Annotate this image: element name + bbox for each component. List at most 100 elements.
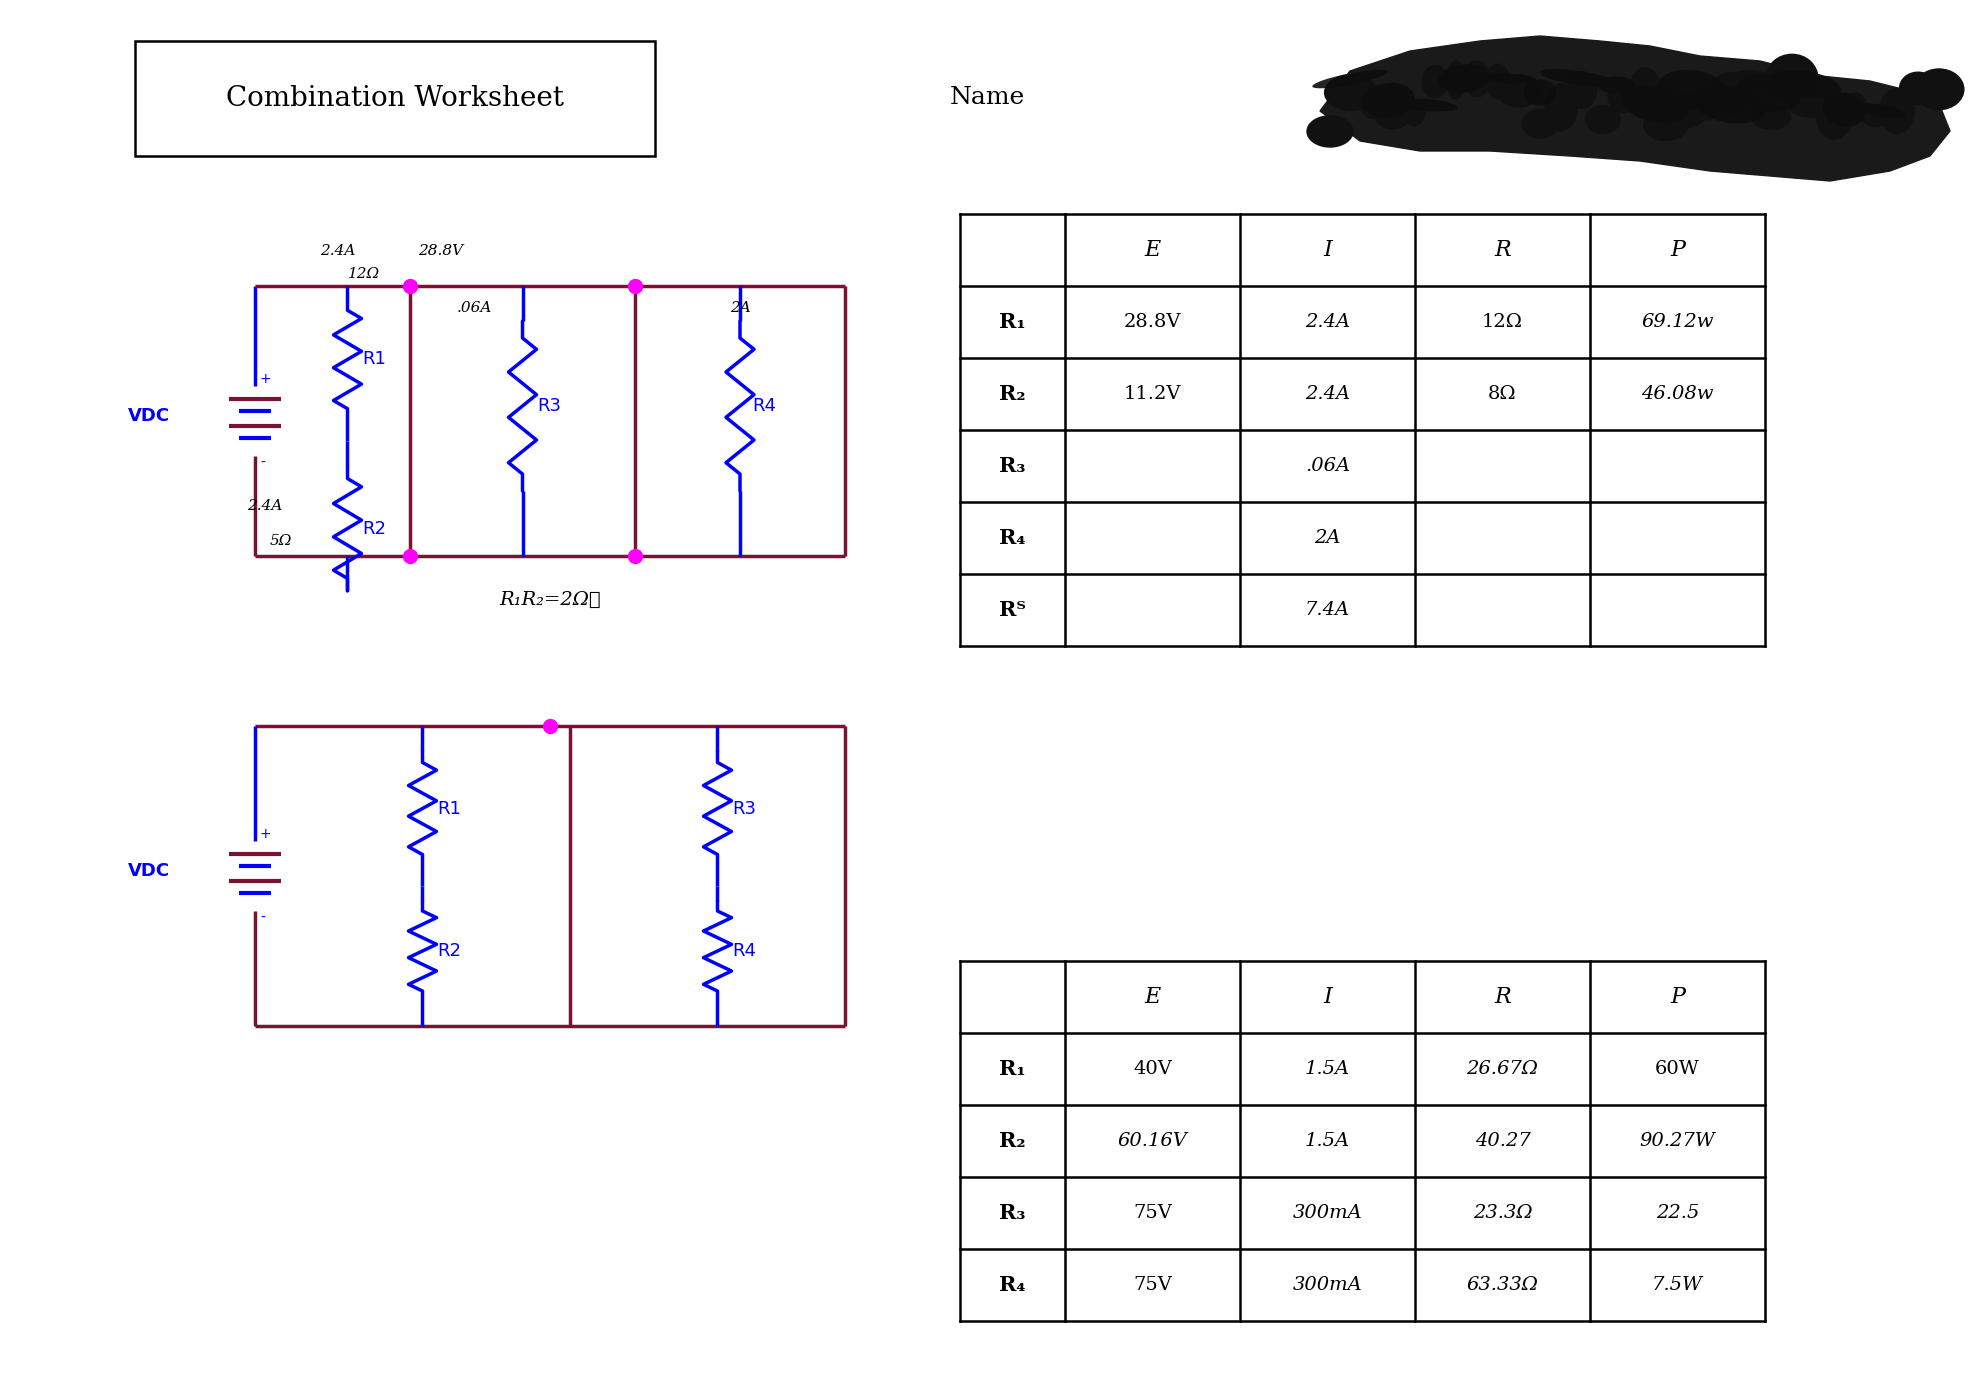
Text: 2.4A: 2.4A (319, 244, 354, 259)
Text: 300mA: 300mA (1293, 1276, 1362, 1293)
Polygon shape (1321, 36, 1950, 182)
Ellipse shape (1545, 83, 1578, 132)
Ellipse shape (1657, 70, 1726, 110)
Text: R: R (1494, 987, 1511, 1009)
Text: P: P (1671, 239, 1685, 261)
Ellipse shape (1598, 76, 1633, 94)
Text: 75V: 75V (1134, 1276, 1171, 1293)
Text: 2A: 2A (1315, 528, 1340, 548)
Text: E: E (1143, 987, 1161, 1009)
Text: R3: R3 (537, 398, 561, 416)
Text: R₄: R₄ (1000, 528, 1025, 548)
Ellipse shape (1523, 80, 1557, 106)
Text: R: R (1494, 239, 1511, 261)
Text: R2: R2 (437, 943, 462, 960)
Text: R₁R₂=2Ωℓ: R₁R₂=2Ωℓ (500, 592, 600, 610)
Text: .06A: .06A (1305, 457, 1350, 475)
Text: VDC: VDC (128, 407, 169, 425)
Text: 7.4A: 7.4A (1305, 601, 1350, 619)
Text: 12Ω: 12Ω (348, 267, 380, 281)
Ellipse shape (1858, 103, 1905, 118)
Ellipse shape (1816, 95, 1852, 140)
Text: 12Ω: 12Ω (1482, 312, 1523, 332)
Text: 8Ω: 8Ω (1488, 385, 1517, 403)
Ellipse shape (1403, 100, 1425, 127)
Ellipse shape (1736, 76, 1801, 111)
Ellipse shape (1608, 80, 1641, 113)
Ellipse shape (1362, 83, 1415, 117)
Ellipse shape (1468, 73, 1535, 84)
Ellipse shape (1395, 99, 1458, 111)
Text: 2A: 2A (730, 301, 750, 315)
Text: R2: R2 (362, 520, 386, 538)
Text: R4: R4 (732, 943, 756, 960)
Text: R1: R1 (437, 799, 461, 817)
Ellipse shape (1643, 109, 1689, 142)
Text: R4: R4 (752, 398, 775, 416)
Text: 28.8V: 28.8V (1124, 312, 1181, 332)
Ellipse shape (1421, 65, 1448, 98)
Text: -: - (260, 911, 266, 925)
Ellipse shape (1628, 67, 1663, 118)
Text: .06A: .06A (457, 301, 492, 315)
Ellipse shape (1446, 61, 1466, 99)
Ellipse shape (1360, 94, 1384, 118)
Ellipse shape (1313, 70, 1387, 88)
Text: 75V: 75V (1134, 1204, 1171, 1222)
Text: 1.5A: 1.5A (1305, 1132, 1350, 1150)
Text: 2.4A: 2.4A (248, 499, 283, 513)
Text: R₂: R₂ (1000, 384, 1025, 405)
Ellipse shape (1584, 105, 1622, 133)
Ellipse shape (1728, 70, 1771, 87)
Text: 46.08w: 46.08w (1641, 385, 1714, 403)
Text: 22.5: 22.5 (1655, 1204, 1698, 1222)
Text: 60.16V: 60.16V (1118, 1132, 1187, 1150)
Ellipse shape (1789, 98, 1838, 118)
Text: R₃: R₃ (1000, 455, 1025, 476)
Bar (136, 41, 655, 155)
Ellipse shape (1698, 102, 1718, 121)
Text: 90.27W: 90.27W (1639, 1132, 1716, 1150)
Text: 2.4A: 2.4A (1305, 385, 1350, 403)
Text: Rᵀ: Rᵀ (1000, 600, 1025, 621)
Text: R1: R1 (362, 351, 386, 369)
Text: 60W: 60W (1655, 1060, 1700, 1077)
Ellipse shape (1620, 85, 1689, 124)
Ellipse shape (1692, 85, 1767, 124)
Text: 28.8V: 28.8V (417, 244, 462, 259)
Ellipse shape (1539, 69, 1616, 87)
Text: 23.3Ω: 23.3Ω (1472, 1204, 1533, 1222)
Text: R₁: R₁ (1000, 1060, 1025, 1079)
Text: R₃: R₃ (1000, 1203, 1025, 1223)
Text: 1.5A: 1.5A (1305, 1060, 1350, 1077)
Text: 7.5W: 7.5W (1651, 1276, 1702, 1293)
Text: VDC: VDC (128, 861, 169, 881)
Ellipse shape (1665, 92, 1708, 128)
Text: Combination Worksheet: Combination Worksheet (226, 85, 565, 111)
Ellipse shape (1486, 63, 1509, 99)
Text: 2.4A: 2.4A (1305, 312, 1350, 332)
Text: R₄: R₄ (1000, 1276, 1025, 1295)
Ellipse shape (1913, 69, 1964, 110)
Text: 11.2V: 11.2V (1124, 385, 1181, 403)
Ellipse shape (1822, 92, 1866, 127)
Ellipse shape (1879, 88, 1915, 133)
Text: R₂: R₂ (1000, 1131, 1025, 1150)
Ellipse shape (1752, 106, 1791, 129)
Ellipse shape (1324, 74, 1378, 111)
Text: 40.27: 40.27 (1474, 1132, 1531, 1150)
Ellipse shape (1439, 65, 1490, 92)
Text: -: - (260, 455, 266, 471)
Ellipse shape (1521, 109, 1559, 139)
Ellipse shape (1307, 116, 1354, 147)
Text: 5Ω: 5Ω (270, 534, 293, 548)
Ellipse shape (1771, 70, 1840, 99)
Text: +: + (260, 372, 272, 387)
Text: 300mA: 300mA (1293, 1204, 1362, 1222)
Ellipse shape (1372, 83, 1415, 129)
Ellipse shape (1899, 72, 1937, 105)
Text: R3: R3 (732, 799, 756, 817)
Text: 69.12w: 69.12w (1641, 312, 1714, 332)
Text: 63.33Ω: 63.33Ω (1466, 1276, 1539, 1293)
Text: I: I (1322, 987, 1332, 1009)
